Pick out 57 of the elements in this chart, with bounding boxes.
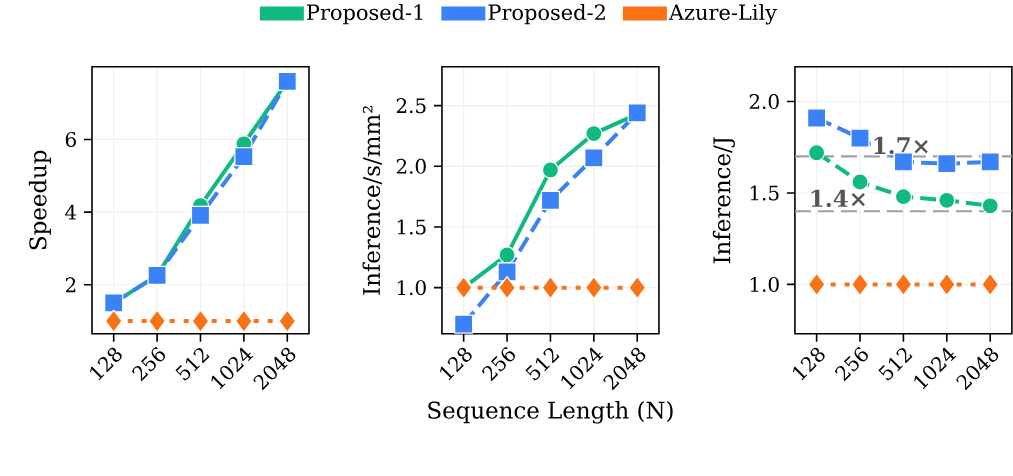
point bbox=[938, 191, 956, 209]
point bbox=[937, 154, 957, 174]
y-tick-label: 4 bbox=[65, 204, 77, 220]
y-axis-title: Inference/s/mm² bbox=[362, 106, 382, 295]
ref-line-label: 1.7× bbox=[874, 136, 928, 155]
y-tick-label: 1.5 bbox=[397, 219, 426, 235]
point bbox=[628, 276, 647, 300]
point bbox=[104, 309, 123, 333]
x-tick-label: 512 bbox=[878, 348, 913, 381]
point bbox=[234, 147, 254, 167]
point bbox=[980, 152, 1000, 172]
legend-label: Proposed-2 bbox=[488, 4, 605, 25]
x-tick-label: 128 bbox=[793, 347, 825, 381]
y-tick-label: 2 bbox=[65, 277, 76, 293]
point bbox=[541, 161, 560, 179]
point bbox=[454, 314, 474, 334]
point bbox=[807, 272, 826, 297]
y-tick-label: 2.0 bbox=[749, 94, 779, 110]
point bbox=[894, 272, 913, 297]
x-tick-label: 512 bbox=[525, 348, 560, 381]
ref-line-label: 1.4× bbox=[811, 189, 865, 208]
point bbox=[497, 262, 517, 282]
y-axis-title: Inference/J bbox=[712, 137, 735, 264]
point bbox=[148, 309, 166, 333]
point bbox=[190, 205, 211, 226]
legend-label: Azure-Lily bbox=[668, 4, 777, 25]
y-tick-label: 1.0 bbox=[750, 276, 779, 293]
point bbox=[278, 309, 297, 333]
point bbox=[585, 125, 603, 143]
point bbox=[191, 309, 210, 333]
y-axis-title: Speedup bbox=[28, 150, 51, 250]
point bbox=[541, 276, 560, 300]
x-tick-label: 128 bbox=[90, 347, 122, 381]
point bbox=[981, 272, 1000, 297]
point bbox=[498, 276, 516, 300]
point bbox=[851, 173, 869, 191]
y-tick-label: 6 bbox=[65, 132, 76, 148]
y-tick-label: 2.0 bbox=[396, 158, 426, 174]
point bbox=[807, 108, 827, 128]
point bbox=[937, 272, 956, 297]
y-tick-label: 1.5 bbox=[750, 185, 779, 201]
point bbox=[808, 144, 826, 162]
y-tick-label: 2.5 bbox=[396, 98, 426, 114]
x-tick-label: 128 bbox=[440, 347, 472, 381]
point bbox=[584, 148, 604, 168]
point bbox=[540, 190, 561, 211]
point bbox=[851, 272, 869, 297]
x-axis-title: Sequence Length (N) bbox=[428, 401, 673, 424]
point bbox=[585, 276, 603, 300]
point bbox=[235, 309, 253, 333]
x-tick-label: 512 bbox=[175, 348, 210, 381]
point bbox=[894, 188, 913, 206]
point bbox=[850, 128, 870, 148]
legend-label: Proposed-1 bbox=[307, 4, 423, 25]
y-tick-label: 1.0 bbox=[397, 280, 426, 296]
point bbox=[981, 197, 999, 215]
point bbox=[498, 246, 516, 264]
